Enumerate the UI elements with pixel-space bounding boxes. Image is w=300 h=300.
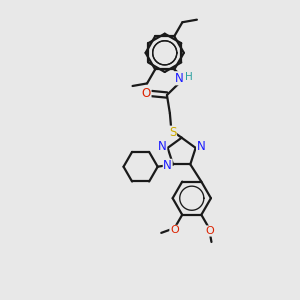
Text: N: N [163,159,172,172]
Text: N: N [158,140,167,153]
Text: O: O [206,226,214,236]
Text: O: O [142,87,151,100]
Text: O: O [170,225,178,236]
Text: S: S [169,126,176,139]
Text: N: N [196,140,205,153]
Text: N: N [175,72,184,85]
Text: H: H [184,72,192,82]
